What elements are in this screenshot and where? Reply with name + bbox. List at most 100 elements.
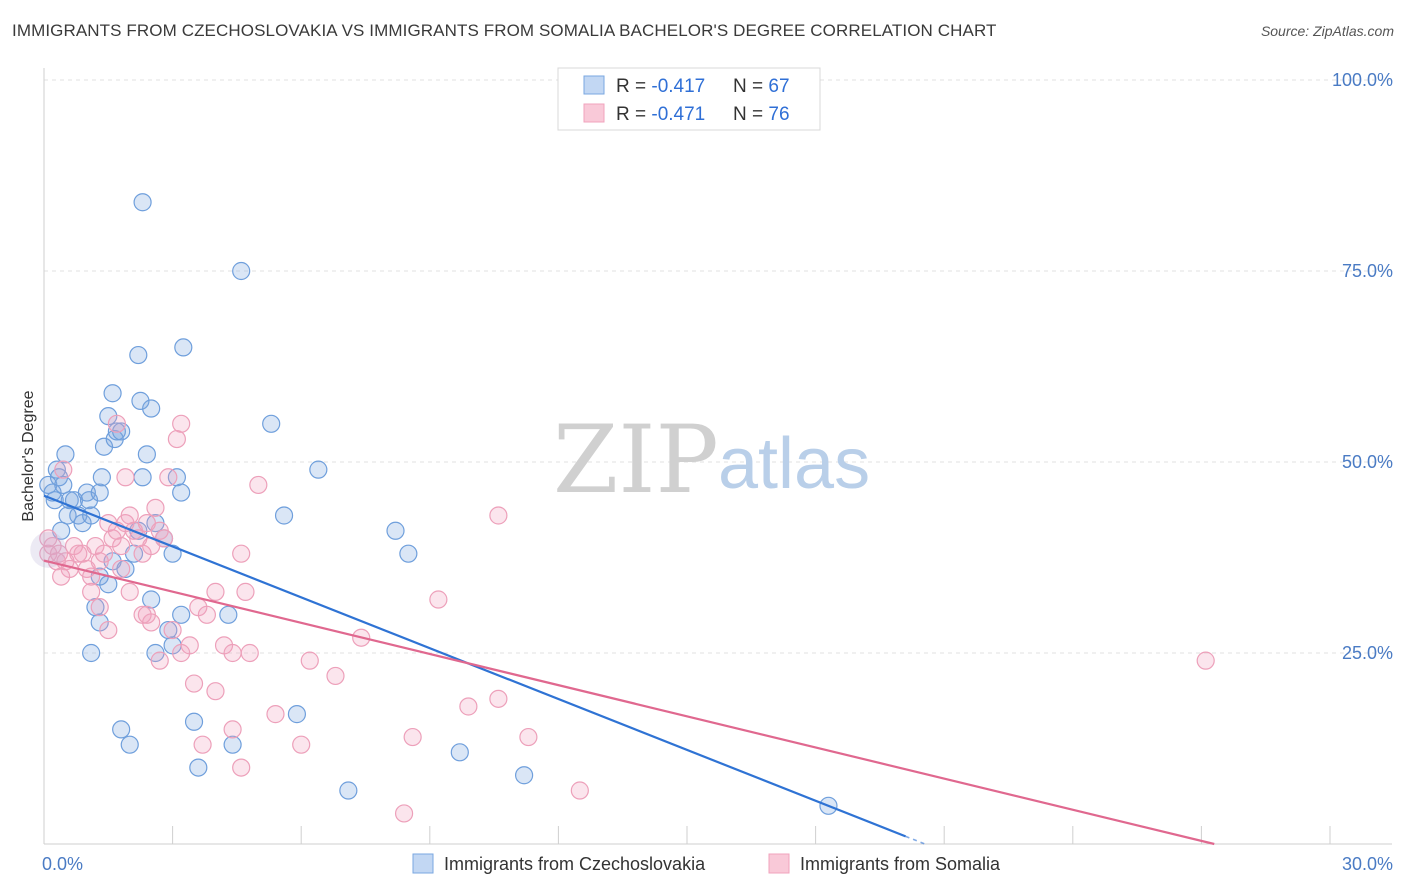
bottom-legend-swatch-blue	[412, 853, 434, 874]
czechoslovakia-point-66	[120, 735, 139, 754]
somalia-point-29	[90, 598, 109, 617]
somalia-trend-line	[43, 559, 1215, 846]
czechoslovakia-point-24	[129, 345, 148, 365]
legend-swatch-pink	[583, 103, 605, 123]
somalia-point-69	[489, 506, 508, 525]
series-somalia-points	[30, 414, 1215, 823]
correlation-legend: R = -0.417 N = 67 R = -0.471 N = 76	[557, 67, 821, 131]
somalia-point-27	[154, 529, 174, 548]
somalia-point-41	[197, 605, 216, 624]
czechoslovakia-point-35	[133, 193, 152, 212]
somalia-point-28	[54, 460, 73, 479]
somalia-point-67	[429, 590, 448, 609]
czechoslovakia-point-22	[107, 422, 126, 441]
somalia-point-74	[39, 529, 58, 548]
somalia-point-3	[49, 544, 69, 563]
y-tick-label-0: 25.0%	[1342, 643, 1393, 663]
czechoslovakia-point-33	[172, 483, 191, 502]
trend-lines	[43, 494, 1215, 846]
somalia-point-31	[82, 582, 101, 601]
somalia-point-36	[150, 651, 169, 670]
somalia-point-70	[489, 689, 508, 708]
somalia-point-61	[292, 735, 311, 754]
czechoslovakia-point-47	[82, 643, 101, 663]
czechoslovakia-trend-extension	[905, 835, 926, 845]
origin-cluster	[30, 531, 67, 568]
somalia-point-47	[240, 643, 259, 663]
czechoslovakia-point-65	[112, 720, 131, 739]
czechoslovakia-point-26	[133, 468, 152, 487]
somalia-point-54	[137, 605, 156, 624]
legend-row-1: R = -0.417 N = 67	[616, 76, 790, 97]
somalia-point-39	[180, 636, 199, 655]
somalia-point-58	[232, 758, 251, 777]
somalia-point-19	[120, 506, 139, 525]
y-tick-labels: 25.0% 50.0% 75.0% 100.0%	[1332, 70, 1393, 663]
y-tick-label-2: 75.0%	[1342, 261, 1393, 281]
czechoslovakia-point-36	[232, 261, 251, 281]
x-tick-labels: 0.0% 30.0%	[42, 854, 1393, 874]
czechoslovakia-point-17	[92, 468, 111, 487]
somalia-point-55	[184, 674, 204, 693]
chart-source: Source: ZipAtlas.com	[1260, 23, 1394, 39]
somalia-point-53	[107, 414, 126, 433]
czechoslovakia-point-54	[159, 620, 178, 640]
czechoslovakia-point-20	[103, 384, 122, 403]
czechoslovakia-point-27	[137, 445, 156, 464]
czechoslovakia-point-6	[54, 475, 73, 495]
somalia-point-57	[223, 720, 242, 739]
czechoslovakia-point-31	[163, 544, 182, 563]
czechoslovakia-point-62	[450, 743, 469, 762]
czechoslovakia-point-59	[223, 735, 242, 754]
somalia-point-62	[300, 651, 319, 670]
y-tick-label-1: 50.0%	[1342, 452, 1393, 472]
somalia-point-66	[403, 727, 422, 747]
somalia-point-65	[394, 804, 414, 823]
somalia-point-51	[159, 468, 178, 487]
czechoslovakia-point-57	[184, 712, 204, 731]
somalia-point-33	[120, 582, 139, 601]
somalia-point-48	[249, 475, 268, 495]
series-legend: Immigrants from Czechoslovakia Immigrant…	[412, 853, 1001, 874]
y-axis-label: Bachelor's Degree	[20, 390, 37, 521]
czechoslovakia-point-41	[399, 544, 418, 563]
czechoslovakia-point-39	[309, 460, 328, 479]
czechoslovakia-point-7	[56, 445, 75, 464]
czechoslovakia-point-37	[262, 414, 281, 433]
somalia-point-68	[459, 697, 478, 716]
bottom-legend-swatch-pink	[768, 853, 790, 874]
somalia-point-56	[206, 682, 225, 701]
czechoslovakia-point-15	[82, 506, 101, 525]
somalia-point-50	[167, 429, 186, 449]
czechoslovakia-point-56	[219, 605, 238, 624]
somalia-point-45	[232, 544, 251, 563]
czechoslovakia-point-51	[142, 590, 161, 609]
somalia-point-13	[94, 544, 114, 563]
czechoslovakia-point-16	[90, 483, 109, 502]
czechoslovakia-point-38	[274, 506, 294, 525]
czechoslovakia-point-60	[287, 705, 307, 724]
somalia-point-25	[146, 498, 165, 517]
bottom-legend-label-somalia: Immigrants from Somalia	[800, 854, 1001, 874]
czechoslovakia-point-48	[116, 559, 135, 579]
somalia-point-60	[266, 705, 285, 724]
somalia-point-30	[99, 620, 118, 640]
y-tick-label-3: 100.0%	[1332, 70, 1393, 90]
somalia-point-72	[570, 781, 589, 800]
somalia-point-44	[223, 643, 242, 663]
axes	[43, 68, 1392, 845]
somalia-point-49	[172, 414, 191, 433]
legend-row-2: R = -0.471 N = 76	[616, 104, 790, 125]
chart-title: IMMIGRANTS FROM CZECHOSLOVAKIA VS IMMIGR…	[12, 21, 997, 40]
czechoslovakia-point-61	[339, 781, 358, 800]
czechoslovakia-point-63	[515, 766, 534, 785]
czechoslovakia-point-8	[58, 506, 77, 525]
watermark-atlas: atlas	[718, 424, 870, 504]
czechoslovakia-point-58	[189, 758, 208, 777]
x-tick-label-1: 30.0%	[1342, 854, 1393, 874]
somalia-point-37	[163, 620, 182, 640]
somalia-point-7	[69, 544, 88, 563]
gridlines	[44, 79, 1392, 654]
somalia-point-42	[206, 582, 225, 601]
watermark-zip: ZIP	[553, 406, 719, 515]
